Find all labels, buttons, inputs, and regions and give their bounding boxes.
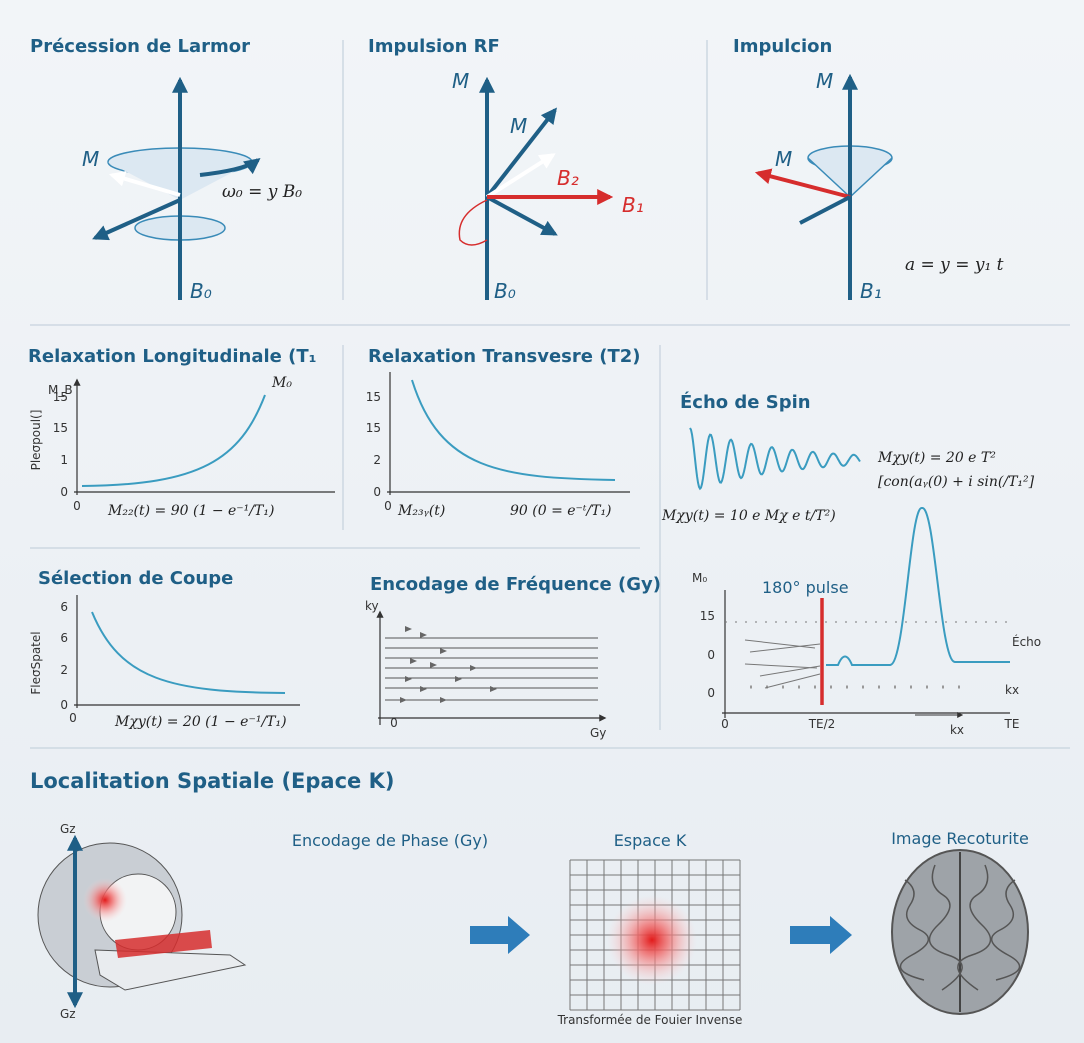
label: 15 <box>700 609 715 623</box>
label: 15 <box>366 421 381 435</box>
label: kx <box>950 723 964 737</box>
label: Transformée de Fouier Invense <box>557 1013 743 1027</box>
label: Gᴢ <box>60 822 76 836</box>
label: 0 <box>721 717 729 731</box>
label: 0 <box>69 711 77 725</box>
label: Gy <box>590 726 606 740</box>
label: Précession de Larmor <box>30 36 250 57</box>
label: 15 <box>53 390 68 404</box>
label: kx <box>1005 683 1019 697</box>
label: [con(aᵧ(0) + i sin(/T₁²] <box>878 474 1035 490</box>
label: 0 <box>60 485 68 499</box>
label: M₀ <box>271 375 292 391</box>
label: Espace K <box>614 831 687 850</box>
label: Impulsion RF <box>368 36 500 57</box>
label: 15 <box>366 390 381 404</box>
label: 1 <box>60 453 68 467</box>
label: Mχy(t) = 10 e Mχ e t/T²) <box>661 508 836 524</box>
label: M <box>82 147 99 171</box>
infographic: Précession de Larmor M ω₀ = y B₀ B₀ Impu… <box>0 0 1084 1043</box>
label: 15 <box>53 421 68 435</box>
label: TE <box>1004 717 1020 731</box>
label: 2 <box>60 663 68 677</box>
label: B₀ <box>494 279 516 303</box>
label: M <box>510 114 527 138</box>
label: 6 <box>60 600 68 614</box>
page: {"larmor":{"title":"Précession de Larmor… <box>0 0 1084 1043</box>
label: Encodage de Fréquence (Gy) <box>370 574 661 595</box>
label: Gᴢ <box>60 1007 76 1021</box>
label: Impulcion <box>733 36 832 57</box>
label: M <box>775 147 792 171</box>
label: 0 <box>373 485 381 499</box>
label: Sélection de Coupe <box>38 568 233 589</box>
label: 90 (0 = e⁻ᵗ/T₁) <box>510 503 612 519</box>
label: Écho de Spin <box>680 391 811 413</box>
label: 0 <box>60 698 68 712</box>
label: Image Recoturite <box>891 829 1029 848</box>
label: Mχy(t) = 20 e T² <box>877 450 996 466</box>
label: B₀ <box>190 279 212 303</box>
label: B₁ <box>622 193 644 217</box>
shape <box>83 878 127 922</box>
label: ky <box>365 599 379 613</box>
label: 0 <box>707 648 715 662</box>
label: 0 <box>707 686 715 700</box>
label: Relaxation Transvesre (T2) <box>368 346 640 367</box>
label: 0 <box>73 499 81 513</box>
label: Relaxation Longitudinale (T₁ <box>28 346 317 367</box>
label: 0 <box>384 499 392 513</box>
label: 180° pulse <box>762 578 849 597</box>
label: 2 <box>373 453 381 467</box>
shape <box>607 895 697 985</box>
label: a = y = y₁ t <box>905 255 1004 275</box>
label: ω₀ = y B₀ <box>222 182 302 202</box>
label: FleσSpatel <box>29 631 43 694</box>
label: Écho <box>1012 634 1041 649</box>
label: B₁ <box>860 279 882 303</box>
label: TE/2 <box>808 717 836 731</box>
label: Mχy(t) = 20 (1 − e⁻¹/T₁) <box>114 714 287 730</box>
label: M <box>816 69 833 93</box>
label: 6 <box>60 631 68 645</box>
label: M <box>452 69 469 93</box>
label: M₀ <box>692 571 707 585</box>
label: Pleσpoul(] <box>29 410 43 471</box>
label: M₂₂(t) = 90 (1 − e⁻¹/T₁) <box>107 503 274 519</box>
label: M₂₃ᵧ(t) <box>397 503 445 519</box>
label: Localitation Spatiale (Epace K) <box>30 769 394 793</box>
label: Encodage de Phase (Gy) <box>292 831 488 850</box>
label: B₂ <box>557 166 579 190</box>
label: 0 <box>390 716 398 730</box>
